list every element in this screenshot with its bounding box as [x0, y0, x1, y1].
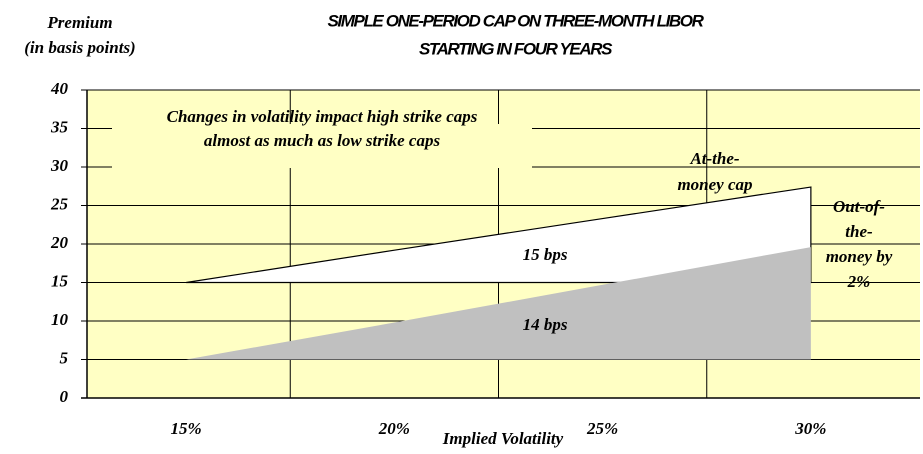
- chart-title: SIMPLE ONE-PERIOD CAP ON THREE-MONTH LIB…: [327, 11, 704, 30]
- x-tick-label: 30%: [794, 419, 826, 438]
- y-tick-label: 0: [60, 387, 69, 406]
- area: [186, 247, 811, 360]
- y-tick-label: 5: [60, 348, 69, 367]
- annotation: 15 bps: [523, 245, 568, 264]
- annotation: Out-of-: [833, 197, 885, 216]
- y-tick-label: 30: [50, 156, 69, 175]
- annotation-box: [112, 124, 532, 168]
- x-tick-label: 20%: [378, 419, 410, 438]
- y-axis-label: (in basis points): [24, 38, 135, 57]
- annotation: 2%: [847, 272, 871, 291]
- annotation: money by: [826, 247, 893, 266]
- y-tick-label: 10: [51, 310, 69, 329]
- annotation: 14 bps: [523, 315, 568, 334]
- x-tick-label: 25%: [586, 419, 618, 438]
- y-tick-label: 40: [50, 79, 69, 98]
- x-tick-label: 15%: [171, 419, 202, 438]
- chart-title: STARTING IN FOUR YEARS: [419, 39, 613, 58]
- y-tick-label: 25: [50, 194, 69, 213]
- y-tick-label: 15: [51, 271, 69, 290]
- y-tick-label: 20: [50, 233, 69, 252]
- annotation: almost as much as low strike caps: [204, 131, 441, 150]
- y-tick-label: 35: [50, 117, 69, 136]
- annotation: the-: [845, 222, 873, 241]
- x-axis-label: Implied Volatility: [442, 429, 564, 448]
- y-axis-label: Premium: [46, 13, 112, 32]
- annotation: At-the-: [689, 149, 739, 168]
- annotation: money cap: [677, 175, 752, 194]
- annotation: Changes in volatility impact high strike…: [167, 107, 478, 126]
